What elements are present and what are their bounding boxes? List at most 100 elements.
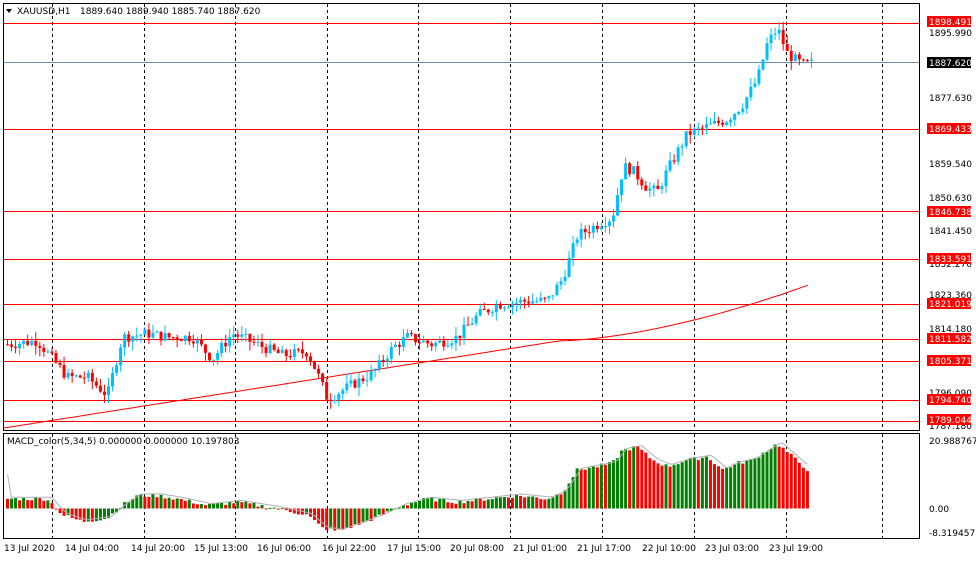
candle-body xyxy=(624,163,628,180)
macd-bar xyxy=(555,494,559,509)
price-axis: 1895.990 1877.630 1859.540 1850.630 1841… xyxy=(929,29,972,432)
macd-bar xyxy=(252,503,256,509)
macd-bar xyxy=(737,461,741,509)
candle-body xyxy=(38,345,42,348)
candle-body xyxy=(595,225,599,230)
macd-bar xyxy=(656,463,660,509)
macd-bar xyxy=(519,495,523,509)
level-tag-bg xyxy=(927,16,971,27)
candle-body xyxy=(765,43,769,60)
candle-body xyxy=(107,386,110,396)
candle-body xyxy=(325,382,329,400)
candle-body xyxy=(563,276,567,282)
candle-body xyxy=(381,359,385,362)
candle-body xyxy=(753,83,757,87)
candle-body xyxy=(676,147,680,162)
macd-bar xyxy=(325,508,329,531)
triangle-down-icon[interactable] xyxy=(6,9,12,13)
candle-body xyxy=(628,163,632,175)
time-axis-label: 14 Jul 20:00 xyxy=(131,544,185,554)
candle-body xyxy=(511,303,514,308)
macd-bar xyxy=(365,508,369,521)
level-tag: 1869.433 xyxy=(929,125,972,135)
macd-bar xyxy=(18,500,22,509)
macd-bar xyxy=(704,456,708,509)
macd-bar xyxy=(280,508,284,510)
candle-body xyxy=(644,185,648,191)
macd-bar xyxy=(583,469,587,509)
macd-bar xyxy=(284,508,288,511)
candle-body xyxy=(801,59,805,61)
macd-bar xyxy=(163,498,167,509)
macd-bar xyxy=(551,497,555,509)
macd-bar xyxy=(151,493,155,509)
candle-body xyxy=(713,120,716,124)
macd-bar xyxy=(725,467,729,509)
time-axis-label: 21 Jul 17:00 xyxy=(577,544,631,554)
macd-bar xyxy=(208,503,211,509)
candle-body xyxy=(535,300,539,302)
candle-body xyxy=(300,349,304,354)
horizontal-levels xyxy=(4,23,919,422)
macd-bar xyxy=(434,501,438,509)
candle-body xyxy=(692,128,696,135)
macd-bar xyxy=(46,500,50,509)
macd-bar xyxy=(224,504,228,509)
macd-bar xyxy=(155,497,159,509)
candle-body xyxy=(523,299,527,302)
ohlc-values: 1889.640 1889.940 1885.740 1887.620 xyxy=(80,7,261,17)
candle-body xyxy=(127,334,131,342)
candle-body xyxy=(688,131,692,135)
macd-bar xyxy=(244,501,248,509)
symbol-timeframe[interactable]: XAUUSD,H1 xyxy=(17,7,71,17)
macd-bar xyxy=(462,503,466,509)
price-axis-label: 1823.360 xyxy=(929,291,972,301)
candle-body xyxy=(632,166,636,175)
macd-bar xyxy=(482,500,486,509)
macd-bar xyxy=(139,494,143,509)
candle-body xyxy=(341,390,345,395)
macd-bar xyxy=(515,494,519,509)
macd-bar xyxy=(547,498,551,509)
candle-body xyxy=(272,344,276,350)
candle-body xyxy=(769,34,773,44)
level-tag-bg xyxy=(927,394,971,405)
level-tag: 1833.591 xyxy=(929,255,972,265)
macd-bar xyxy=(729,467,733,509)
current-price-tag-bg xyxy=(927,57,971,68)
candle-body xyxy=(410,333,413,335)
candle-body xyxy=(349,380,353,384)
level-tag-bg xyxy=(927,253,971,264)
candle-body xyxy=(252,341,256,343)
macd-bar xyxy=(272,507,276,509)
macd-bar xyxy=(628,450,632,509)
macd-bar xyxy=(78,508,82,520)
macd-bar xyxy=(62,508,66,516)
macd-bar xyxy=(175,498,179,509)
macd-bar xyxy=(559,494,563,509)
macd-bar xyxy=(418,500,422,509)
candle-body xyxy=(498,304,502,309)
candle-body xyxy=(317,368,321,374)
macd-bar xyxy=(700,457,704,509)
candle-body xyxy=(745,97,749,109)
candle-body xyxy=(98,385,102,392)
price-axis-label: 1850.630 xyxy=(929,194,972,204)
candle-body xyxy=(139,334,143,336)
macd-bar xyxy=(381,508,385,516)
macd-bar xyxy=(341,508,345,530)
candle-body xyxy=(506,307,510,309)
candle-body xyxy=(155,331,159,333)
macd-bar xyxy=(377,508,381,515)
candle-body xyxy=(551,295,555,297)
macd-bar xyxy=(644,452,648,509)
time-axis-label: 22 Jul 10:00 xyxy=(642,544,696,554)
candle-body xyxy=(345,383,349,391)
macd-bar xyxy=(713,464,716,509)
macd-bar xyxy=(797,462,801,509)
candle-body xyxy=(248,334,252,342)
candle-body xyxy=(389,346,393,359)
candle-body xyxy=(74,375,78,377)
